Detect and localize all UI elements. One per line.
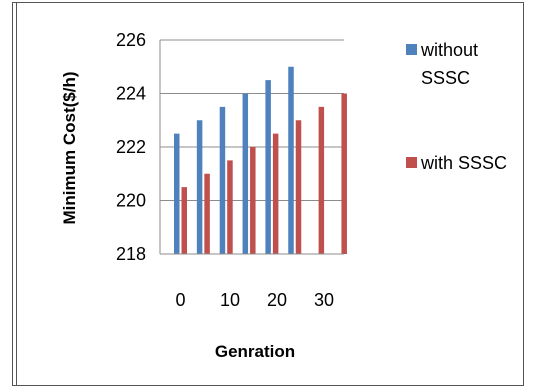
legend: without SSSC with SSSC [406,40,507,173]
y-axis-title: Minimum Cost($/h) [60,72,79,225]
x-axis-title: Genration [215,342,295,361]
x-tick-label: 0 [175,290,185,310]
bar-with-sssc-10 [227,160,233,254]
bar-without-sssc-25 [288,66,294,254]
bar-with-sssc-30 [318,106,325,254]
y-tick-label: 218 [116,244,146,264]
y-tick-label: 226 [116,30,146,50]
legend-swatch-with-sssc [406,157,417,168]
legend-label-with-sssc: with SSSC [420,153,507,173]
bar-without-sssc-10 [219,106,226,254]
bar-without-sssc-20 [265,80,271,254]
bar-with-sssc-5 [204,173,210,254]
bar-with-sssc-15 [250,147,256,254]
x-tick-label: 10 [220,290,240,310]
legend-label-without-sssc: SSSC [421,68,470,88]
bar-with-sssc-35 [341,93,347,254]
axes [159,40,344,255]
x-tick-label: 20 [267,290,287,310]
bar-without-sssc-0 [174,133,180,254]
y-tick-label: 222 [116,137,146,157]
bar-without-sssc-5 [196,120,203,254]
bar-with-sssc-25 [295,120,302,254]
bars [174,66,347,254]
x-tick-label: 30 [314,290,334,310]
legend-label-without-sssc: without [420,40,478,60]
bar-with-sssc-0 [181,187,187,254]
bar-without-sssc-15 [242,93,249,254]
y-tick-label: 224 [116,84,146,104]
legend-swatch-without-sssc [406,44,417,55]
y-tick-labels: 218 220 222 224 226 [116,30,146,264]
x-tick-labels: 0 10 20 30 [175,290,334,310]
y-tick-label: 220 [116,191,146,211]
bar-with-sssc-20 [272,133,279,254]
